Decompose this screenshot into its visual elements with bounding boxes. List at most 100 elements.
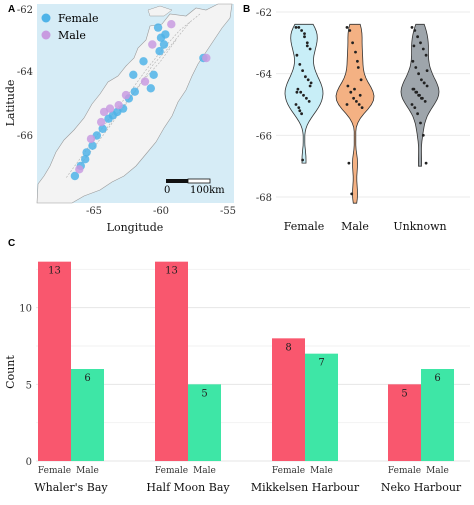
bar-female <box>272 338 305 461</box>
violin-point-unknown <box>410 103 414 106</box>
map-point-female <box>130 87 139 96</box>
map-xlabel: Longitude <box>107 221 164 234</box>
violin-point-female <box>301 158 304 162</box>
violin-point-unknown <box>421 133 425 137</box>
bar-sex-label: Male <box>310 466 333 476</box>
violin-point-male <box>356 59 359 63</box>
violin-point-male <box>355 100 358 103</box>
violin-point-female <box>303 35 306 39</box>
map-point-female <box>98 124 107 133</box>
violin-point-unknown <box>411 59 415 63</box>
bar-female <box>38 261 71 461</box>
violin-point-unknown <box>410 26 414 29</box>
bar-xlabels: Female Male Whaler's Bay Female Male Half Moo… <box>34 466 462 494</box>
map-point-male <box>114 101 123 110</box>
bar-value-label: 6 <box>84 373 90 384</box>
map-point-female <box>149 70 158 80</box>
map-point-male <box>86 134 96 144</box>
map-point-female <box>159 40 169 49</box>
violin-point-male <box>352 96 355 100</box>
violin-points <box>294 26 429 196</box>
bar-sex-label: Female <box>388 466 421 476</box>
violin-point-unknown <box>412 44 416 48</box>
violin-point-unknown <box>416 112 419 116</box>
violin-point-unknown <box>424 161 428 165</box>
bar-group-label: Mikkelsen Harbour <box>251 481 360 494</box>
violin-point-unknown <box>414 66 418 69</box>
legend-male-swatch <box>41 30 51 40</box>
panel-b-letter: B <box>243 4 250 15</box>
map-point-female <box>155 47 164 56</box>
map-point-male <box>121 90 131 100</box>
map-xtick: -65 <box>86 206 102 217</box>
bar-value-label: 13 <box>165 266 178 277</box>
violin-point-female <box>305 44 309 48</box>
bar-group-label: Half Moon Bay <box>146 481 230 494</box>
violin-point-female <box>294 103 298 106</box>
legend-female-swatch <box>41 13 51 23</box>
violin-point-female <box>305 41 309 45</box>
bar-sex-label: Female <box>272 466 305 476</box>
violin-point-unknown <box>417 72 420 76</box>
panel-c-bar: C Count 13 6 13 5 8 7 5 6 0 5 10 Female Male Whaler… <box>4 238 470 494</box>
violin-ytick: -64 <box>256 70 272 81</box>
panel-a-map: A Female Male 0 100km -62 -64 -66 -65 -6… <box>4 3 236 234</box>
violin-female <box>284 23 324 164</box>
violin-point-male <box>360 106 364 109</box>
violin-point-unknown <box>425 69 429 72</box>
violin-point-unknown <box>421 47 425 51</box>
bar-value-label: 7 <box>318 358 324 369</box>
violin-point-female <box>303 32 306 35</box>
map-point-male <box>148 40 157 49</box>
violin-shapes <box>284 23 440 204</box>
bar-ytick: 5 <box>26 380 32 391</box>
map-point-female <box>108 111 118 120</box>
violin-point-female <box>295 90 299 94</box>
map-points <box>70 20 211 181</box>
scalebar-black <box>166 179 188 183</box>
map-point-female <box>129 70 138 80</box>
map-point-female <box>153 23 163 32</box>
map-point-male <box>75 165 84 174</box>
violin-point-male <box>347 161 351 165</box>
violin-point-unknown <box>416 35 419 39</box>
violin-point-unknown <box>417 93 420 97</box>
violin-point-female <box>308 84 312 88</box>
bar-sex-label: Male <box>193 466 216 476</box>
violin-point-unknown <box>422 81 426 85</box>
bar-value-label: 13 <box>48 266 61 277</box>
bar-value-label: 5 <box>201 388 207 399</box>
bar-sex-label: Female <box>38 466 71 476</box>
legend-female-label: Female <box>58 12 99 25</box>
legend-male-label: Male <box>58 29 86 42</box>
violin-point-unknown <box>423 100 427 103</box>
violin-point-female <box>304 75 307 79</box>
violin-point-male <box>358 93 362 97</box>
violin-point-male <box>357 103 361 106</box>
bar-ytick: 0 <box>26 457 32 468</box>
map-point-male <box>140 77 150 86</box>
bar-ytick: 10 <box>19 304 32 315</box>
violin-point-female <box>300 112 303 116</box>
violin-point-female <box>295 53 299 57</box>
panel-a-letter: A <box>8 4 15 15</box>
violin-point-male <box>356 66 360 69</box>
scalebar-zero: 0 <box>164 185 170 196</box>
bar-male <box>188 384 221 461</box>
panel-b-violin: B -62 -64 -66 -68 Female Male Unknown <box>243 4 470 233</box>
violin-ytick: -62 <box>256 8 272 19</box>
bar-value-label: 6 <box>434 373 440 384</box>
bar-male <box>421 369 454 461</box>
bar-sex-label: Female <box>155 466 188 476</box>
bar-male <box>305 353 338 461</box>
violin-point-male <box>345 26 349 29</box>
violin-point-male <box>348 29 352 32</box>
violin-point-male <box>349 90 353 94</box>
violin-xlabels: Female Male Unknown <box>284 220 447 233</box>
violin-point-female <box>297 26 301 29</box>
map-point-female <box>81 155 90 164</box>
bar-value-label: 5 <box>401 388 407 399</box>
violin-point-male <box>351 41 354 45</box>
scalebar-white <box>187 178 211 184</box>
violin-ytick: -68 <box>256 193 272 204</box>
